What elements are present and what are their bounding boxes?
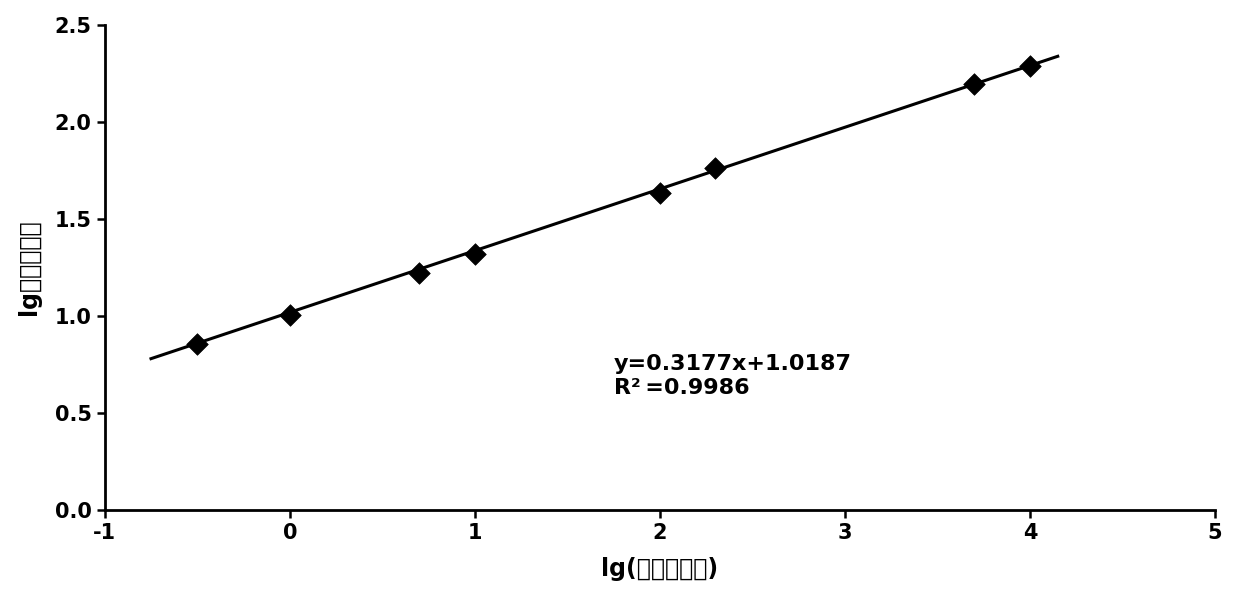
Point (650, 188, 670, 198)
Point (1020, 62, 1040, 71)
Y-axis label: lg（吸光值）: lg（吸光值） (16, 219, 41, 315)
Point (465, 249, 484, 259)
Point (187, 339, 207, 349)
Point (409, 269, 429, 278)
Point (280, 310, 300, 320)
Point (705, 163, 725, 173)
Point (964, 80, 984, 89)
Text: y=0.3177x+1.0187
R² =0.9986: y=0.3177x+1.0187 R² =0.9986 (613, 355, 851, 398)
X-axis label: lg(四环素浓度): lg(四环素浓度) (601, 557, 719, 581)
